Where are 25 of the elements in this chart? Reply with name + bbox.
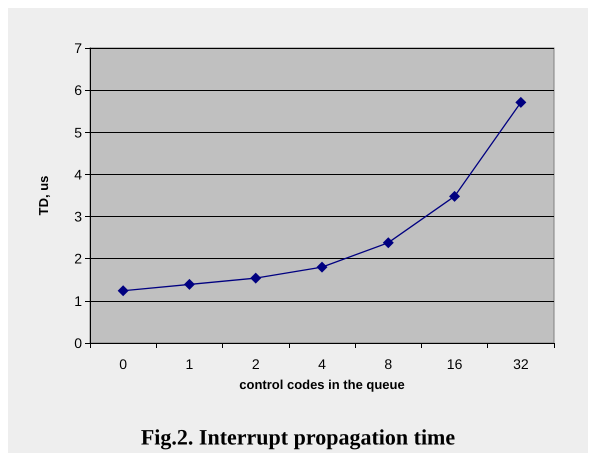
x-axis-title: control codes in the queue (239, 377, 405, 392)
y-tick-label: 5 (74, 124, 82, 140)
x-tick-label: 2 (252, 356, 260, 372)
x-tick-label: 4 (318, 356, 326, 372)
y-tick-label: 1 (74, 292, 82, 309)
y-tick-label: 7 (74, 40, 82, 56)
x-tick-label: 8 (384, 356, 392, 372)
y-tick-label: 0 (74, 335, 82, 351)
point (118, 285, 129, 296)
y-tick-label: 4 (74, 166, 82, 182)
y-tick-label: 3 (74, 208, 82, 225)
x-tick-label: 1 (186, 356, 194, 372)
x-tick-label: 0 (119, 356, 128, 372)
y-tick-label: 6 (74, 82, 82, 98)
point (515, 96, 526, 108)
point (250, 272, 262, 284)
x-tick-label: 16 (446, 356, 463, 372)
y-tick-label: 2 (74, 250, 82, 267)
point (449, 190, 460, 202)
text: Fig.2. Interrupt propagation time (140, 424, 456, 450)
point (316, 262, 328, 273)
y-axis-title: TD, us (36, 176, 51, 216)
x-tick-label: 32 (513, 356, 529, 372)
point (382, 237, 394, 248)
point (184, 278, 195, 290)
